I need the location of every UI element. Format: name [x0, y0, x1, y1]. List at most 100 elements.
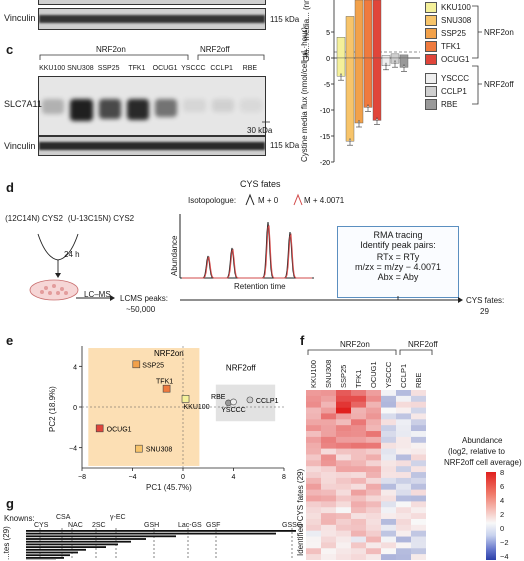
g-bar [26, 544, 118, 546]
b-legend-item-ysccc: YSCCC [425, 73, 469, 84]
f-heatmap-cell [396, 525, 411, 531]
f-heatmap-cell [336, 542, 351, 548]
g-known-1: CSA [56, 514, 70, 521]
b-bar-OCUG1 [373, 58, 381, 120]
b-bar-top-SSP25 [355, 0, 363, 58]
b-legend-swatch [425, 2, 437, 13]
top-blot-remnant [38, 0, 266, 5]
f-heatmap-cell [381, 419, 396, 425]
g-bar [26, 538, 146, 540]
e-point-cclp1 [247, 397, 253, 403]
c-lane-ocug1: OCUG1 [151, 65, 179, 72]
f-legend-tick: −2 [500, 538, 509, 547]
f-heatmap-cell [411, 402, 426, 408]
g-bar [26, 557, 64, 559]
f-heatmap-cell [306, 478, 321, 484]
f-heatmap-cell [321, 542, 336, 548]
f-heatmap-cell [396, 419, 411, 425]
f-heatmap-cell [336, 396, 351, 402]
f-heatmap-cell [396, 484, 411, 490]
f-heatmap-cell [411, 537, 426, 543]
g-bar [26, 535, 176, 537]
f-heatmap-cell [306, 425, 321, 431]
f-heatmap-cell [396, 478, 411, 484]
f-heatmap-cell [336, 408, 351, 414]
f-heatmap-cell [411, 496, 426, 502]
b-ylabel-bottom: Cystine media flux (nmol/cell·μL·hour) [300, 52, 309, 162]
b-legend-item-kku100: KKU100 [425, 2, 471, 13]
f-heatmap-cell [336, 554, 351, 560]
f-heatmap-cell [351, 519, 366, 525]
f-heatmap-cell [351, 472, 366, 478]
d-lcms: LC–MS [84, 290, 111, 299]
panel-e-label: e [6, 333, 13, 348]
f-heatmap-cell [351, 454, 366, 460]
d-right-label: (U-13C15N) CYS2 [66, 214, 136, 223]
f-heatmap-cell [366, 507, 381, 513]
f-heatmap-cell [366, 425, 381, 431]
f-heatmap-cell [351, 408, 366, 414]
f-heatmap-cell [306, 531, 321, 537]
g-bar [26, 554, 70, 556]
f-heatmap-cell [411, 466, 426, 472]
slc-band [155, 99, 177, 117]
f-heatmap-cell [336, 466, 351, 472]
f-heatmap-cell [411, 437, 426, 443]
f-heatmap-cell [321, 425, 336, 431]
kda-115-top: 115 kDa [270, 15, 299, 24]
f-heatmap-cell [411, 419, 426, 425]
f-heatmap-cell [306, 542, 321, 548]
f-heatmap-cell [396, 496, 411, 502]
e-ytick: 0 [73, 405, 77, 412]
g-bars [16, 522, 300, 560]
f-heatmap-cell [351, 490, 366, 496]
f-heatmap-cell [336, 454, 351, 460]
e-point-label-snu308: SNU308 [146, 447, 173, 454]
f-heatmap-cell [351, 531, 366, 537]
f-col-tfk1: TFK1 [354, 370, 363, 388]
f-heatmap-cell [381, 537, 396, 543]
slc-band [240, 99, 262, 112]
f-heatmap-cell [411, 513, 426, 519]
b-legend-item-rbe: RBE [425, 99, 457, 110]
f-heatmap-cell [336, 531, 351, 537]
f-heatmap-cell [321, 513, 336, 519]
f-legend-tick: 0 [500, 524, 504, 533]
f-heatmap-cell [306, 466, 321, 472]
f-heatmap-cell [306, 449, 321, 455]
b-legend-text: RBE [441, 100, 457, 109]
g-bar [26, 530, 296, 532]
f-heatmap-cell [411, 396, 426, 402]
f-heatmap-cell [336, 548, 351, 554]
f-heatmap-cell [351, 478, 366, 484]
f-heatmap-cell [411, 449, 426, 455]
f-heatmap-cell [366, 537, 381, 543]
f-heatmap-cell [366, 449, 381, 455]
f-heatmap-cell [396, 466, 411, 472]
d-cys-fates-n: 29 [480, 307, 489, 316]
d-isotopologue-label: Isotopologue: [188, 196, 236, 205]
f-heatmap-cell [336, 507, 351, 513]
b-legend-swatch [425, 15, 437, 26]
e-xtick: 0 [181, 474, 185, 480]
f-heatmap-cell [381, 437, 396, 443]
f-heatmap-cell [351, 537, 366, 543]
c-lane-cclp1: CCLP1 [208, 65, 236, 72]
slc7a11-blot [38, 76, 266, 136]
f-heatmap-cell [366, 408, 381, 414]
f-heatmap-cell [411, 507, 426, 513]
f-heatmap-cell [321, 525, 336, 531]
f-heatmap-cell [411, 413, 426, 419]
kda-30-tick [262, 118, 272, 126]
f-heatmap-cell [321, 484, 336, 490]
f-heatmap-cell [381, 449, 396, 455]
f-heatmap-cell [366, 496, 381, 502]
e-ytick: −4 [69, 446, 77, 453]
f-heatmap-cell [381, 466, 396, 472]
f-heatmap-cell [351, 501, 366, 507]
vinculin-blot-c [38, 136, 266, 156]
f-heatmap-cell [396, 443, 411, 449]
f-heatmap-cell [306, 519, 321, 525]
f-heatmap-cell [306, 537, 321, 543]
f-heatmap-cell [321, 490, 336, 496]
